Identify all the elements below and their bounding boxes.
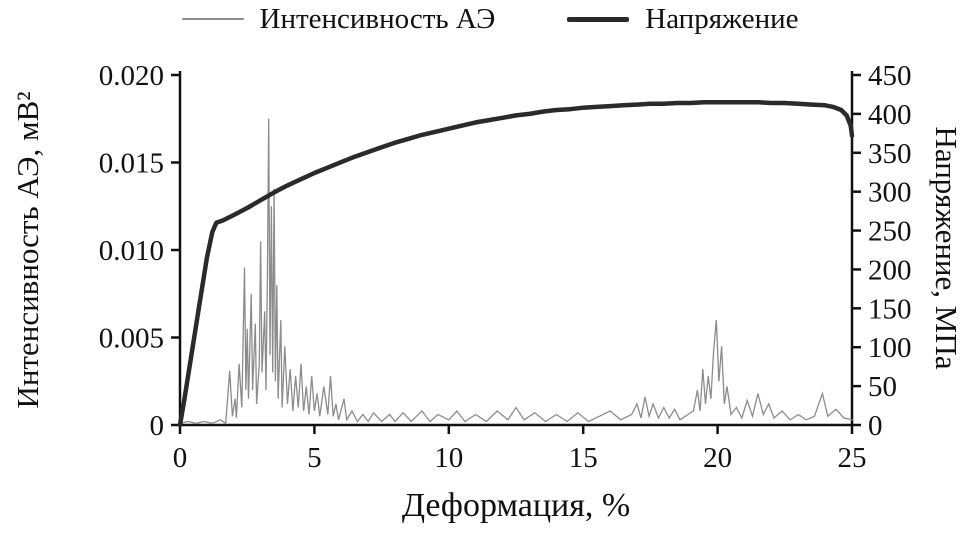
y-right-tick-label: 0 xyxy=(868,410,883,442)
y-right-tick-label: 200 xyxy=(868,254,912,286)
x-tick-label: 10 xyxy=(434,442,463,474)
series-line-right xyxy=(177,99,855,428)
y-right-tick-label: 50 xyxy=(868,371,897,403)
x-tick-label: 25 xyxy=(838,442,867,474)
y-left-tick-label: 0.005 xyxy=(99,323,164,355)
x-tick-label: 15 xyxy=(569,442,598,474)
y-right-tick-label: 100 xyxy=(868,332,912,364)
ae-line-swatch-icon xyxy=(181,18,244,20)
x-tick-label: 0 xyxy=(173,442,188,474)
x-axis-label: Деформация, % xyxy=(401,487,631,524)
y-right-tick-label: 400 xyxy=(868,99,912,131)
legend: Интенсивность АЭ Напряжение xyxy=(0,2,980,36)
y-right-tick-label: 150 xyxy=(868,293,912,325)
legend-item-ae-intensity: Интенсивность АЭ xyxy=(181,2,496,36)
stress-line-swatch-icon xyxy=(567,16,630,22)
y-right-tick-label: 250 xyxy=(868,216,912,248)
legend-label-ae-intensity: Интенсивность АЭ xyxy=(259,3,496,35)
y-left-tick-label: 0 xyxy=(150,410,165,442)
series-line-left xyxy=(179,118,853,425)
legend-label-stress: Напряжение xyxy=(645,3,799,35)
y-right-tick-label: 300 xyxy=(868,177,912,209)
x-tick-label: 5 xyxy=(307,442,322,474)
y-left-tick-label: 0.010 xyxy=(99,235,164,267)
x-tick-label: 20 xyxy=(703,442,732,474)
y-right-tick-label: 350 xyxy=(868,138,912,170)
y-left-tick-label: 0.020 xyxy=(99,60,164,92)
y-right-tick-label: 450 xyxy=(868,60,912,92)
y-left-tick-label: 0.015 xyxy=(99,148,164,180)
legend-item-stress: Напряжение xyxy=(567,2,798,36)
